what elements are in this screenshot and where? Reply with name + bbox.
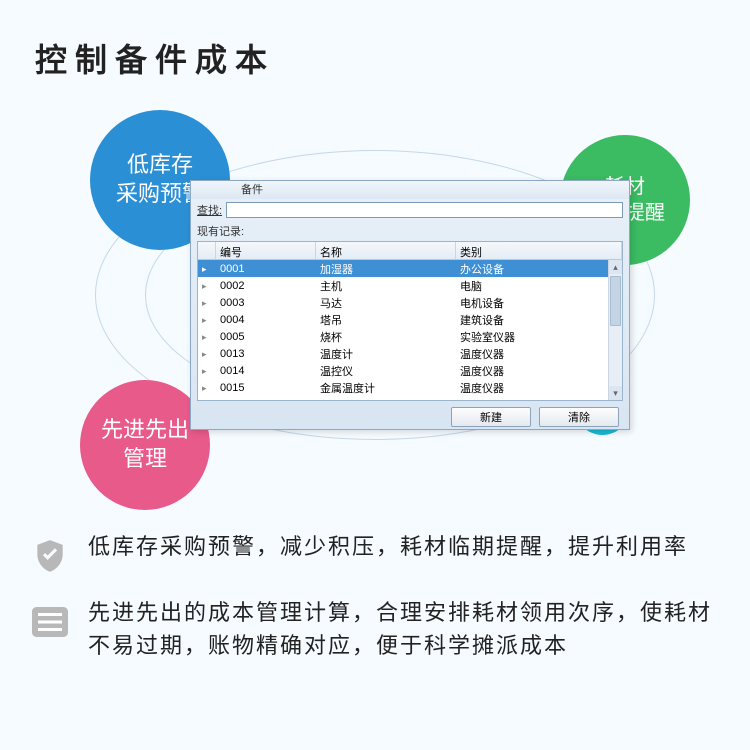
parts-dialog: 备件 查找: 现有记录: 编号 名称 类别 0001加湿器办公设备0002主机电… xyxy=(190,180,630,430)
col-icon-header xyxy=(198,242,216,259)
search-row: 查找: xyxy=(191,199,629,221)
feature-item: 先进先出的成本管理计算，合理安排耗材领用次序，使耗材不易过期，账物精确对应，便于… xyxy=(30,596,720,662)
row-icon xyxy=(198,364,216,378)
table-row[interactable]: 0015金属温度计温度仪器 xyxy=(198,379,622,396)
feature-text: 先进先出的成本管理计算，合理安排耗材领用次序，使耗材不易过期，账物精确对应，便于… xyxy=(88,596,720,662)
cell-id: 0005 xyxy=(216,330,316,344)
vertical-scrollbar[interactable] xyxy=(608,260,622,400)
parts-table: 编号 名称 类别 0001加湿器办公设备0002主机电脑0003马达电机设备00… xyxy=(197,241,623,401)
bubble-text: 先进先出 xyxy=(101,416,189,445)
table-row[interactable]: 0003马达电机设备 xyxy=(198,294,622,311)
search-input[interactable] xyxy=(226,202,623,218)
cell-cat: 温度仪器 xyxy=(456,362,622,380)
cell-id: 0003 xyxy=(216,296,316,310)
table-header: 编号 名称 类别 xyxy=(198,242,622,260)
cell-cat: 办公设备 xyxy=(456,260,622,278)
table-row[interactable]: 0014温控仪温度仪器 xyxy=(198,362,622,379)
table-row[interactable]: 0005烧杯实验室仪器 xyxy=(198,328,622,345)
cell-id: 0002 xyxy=(216,279,316,293)
records-label: 现有记录: xyxy=(191,221,629,241)
row-icon xyxy=(198,330,216,344)
dialog-buttons: 新建 清除 xyxy=(191,401,629,427)
cell-id: 0013 xyxy=(216,347,316,361)
row-icon xyxy=(198,262,216,276)
row-icon xyxy=(198,381,216,395)
row-icon xyxy=(198,296,216,310)
cell-cat: 温度仪器 xyxy=(456,345,622,363)
bubble-text: 低库存 xyxy=(127,151,193,180)
table-row[interactable]: 0001加湿器办公设备 xyxy=(198,260,622,277)
cell-name: 金属温度计 xyxy=(316,379,456,397)
cell-name: 加湿器 xyxy=(316,260,456,278)
shield-icon xyxy=(30,536,70,576)
dialog-titlebar: 备件 xyxy=(191,181,629,199)
cell-id: 0014 xyxy=(216,364,316,378)
row-icon xyxy=(198,313,216,327)
clear-button[interactable]: 清除 xyxy=(539,407,619,427)
table-row[interactable]: 0002主机电脑 xyxy=(198,277,622,294)
cell-id: 0001 xyxy=(216,262,316,276)
cell-cat: 建筑设备 xyxy=(456,311,622,329)
cell-name: 温度计 xyxy=(316,345,456,363)
table-row[interactable]: 0004塔吊建筑设备 xyxy=(198,311,622,328)
col-id-header[interactable]: 编号 xyxy=(216,242,316,259)
cell-name: 塔吊 xyxy=(316,311,456,329)
cell-name: 马达 xyxy=(316,294,456,312)
table-row[interactable]: 0013温度计温度仪器 xyxy=(198,345,622,362)
cell-cat: 温度仪器 xyxy=(456,379,622,397)
feature-item: 低库存采购预警，减少积压，耗材临期提醒，提升利用率 xyxy=(30,530,720,576)
feature-text: 低库存采购预警，减少积压，耗材临期提醒，提升利用率 xyxy=(88,530,688,563)
row-icon xyxy=(198,279,216,293)
page-title: 控制备件成本 xyxy=(35,35,275,81)
diagram-area: 低库存 采购预警 耗材 临期提醒 先进先出 管理 备件 查找: 现有记录: 编号… xyxy=(0,100,750,500)
cell-cat: 电机设备 xyxy=(456,294,622,312)
bubble-text: 管理 xyxy=(123,445,167,474)
cell-name: 主机 xyxy=(316,277,456,295)
cell-id: 0004 xyxy=(216,313,316,327)
cell-name: 烧杯 xyxy=(316,328,456,346)
table-body: 0001加湿器办公设备0002主机电脑0003马达电机设备0004塔吊建筑设备0… xyxy=(198,260,622,396)
cell-id: 0015 xyxy=(216,381,316,395)
cell-cat: 实验室仪器 xyxy=(456,328,622,346)
cell-cat: 电脑 xyxy=(456,277,622,295)
list-icon xyxy=(30,602,70,642)
col-cat-header[interactable]: 类别 xyxy=(456,242,622,259)
cell-name: 温控仪 xyxy=(316,362,456,380)
search-label: 查找: xyxy=(197,202,222,218)
row-icon xyxy=(198,347,216,361)
features-list: 低库存采购预警，减少积压，耗材临期提醒，提升利用率 先进先出的成本管理计算，合理… xyxy=(30,530,720,682)
scroll-thumb[interactable] xyxy=(610,276,621,326)
col-name-header[interactable]: 名称 xyxy=(316,242,456,259)
new-button[interactable]: 新建 xyxy=(451,407,531,427)
